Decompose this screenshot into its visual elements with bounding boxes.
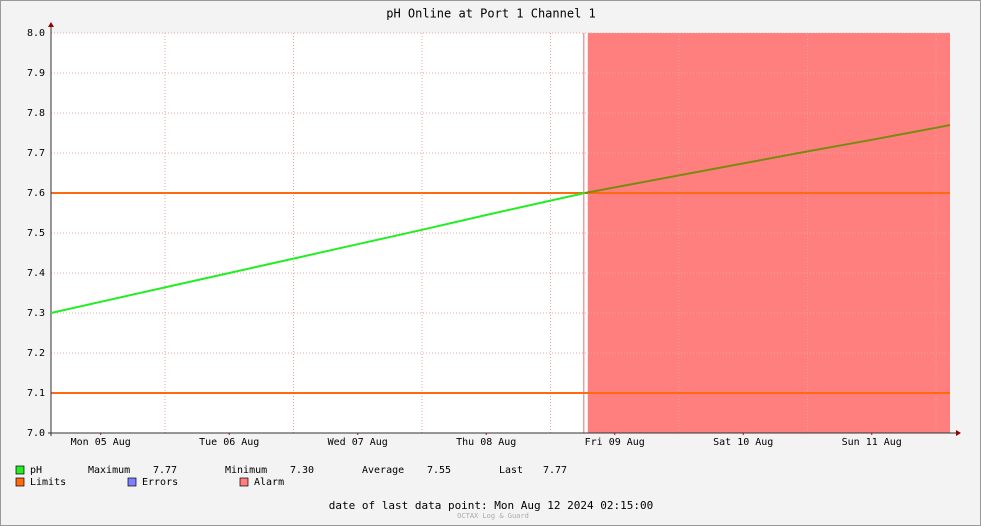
stat-label: Average [362,465,404,476]
y-tick-label: 7.3 [27,308,45,319]
y-tick-label: 7.6 [27,188,45,199]
x-tick-label: Sun 11 Aug [842,437,902,448]
data-line [50,192,586,314]
y-tick-label: 7.0 [27,428,45,439]
x-tick-label: Fri 09 Aug [585,437,645,448]
x-tick-label: Thu 08 Aug [456,437,516,448]
axis-arrow [48,22,54,27]
legend-swatch [15,477,25,487]
legend-label: Alarm [254,477,284,488]
x-tick-label: Tue 06 Aug [199,437,259,448]
y-tick-label: 7.5 [27,228,45,239]
chart-title: pH Online at Port 1 Channel 1 [386,7,596,21]
y-tick-label: 7.4 [27,268,45,279]
stat-value: 7.77 [543,465,567,476]
y-tick-label: 7.8 [27,108,45,119]
axis-arrow [956,430,961,436]
y-tick-label: 8.0 [27,28,45,39]
stat-label: Last [499,465,523,476]
stat-label: Maximum [88,465,130,476]
footer: date of last data point: Mon Aug 12 2024… [329,499,654,512]
x-tick-label: Wed 07 Aug [328,437,388,448]
legend-swatch [15,465,25,475]
y-tick-label: 7.2 [27,348,45,359]
legend-label: pH [30,465,42,476]
y-tick-label: 7.9 [27,68,45,79]
stat-value: 7.30 [290,465,314,476]
legend-label: Limits [30,477,66,488]
stat-value: 7.55 [427,465,451,476]
x-tick-label: Sat 10 Aug [713,437,773,448]
y-tick-label: 7.7 [27,148,45,159]
stat-value: 7.77 [153,465,177,476]
legend-swatch [127,477,137,487]
stat-label: Minimum [225,465,267,476]
y-tick-label: 7.1 [27,388,45,399]
legend-label: Errors [142,477,178,488]
data-line [584,124,951,194]
watermark: OCTAX Log & Guard [457,512,529,520]
legend-swatch [239,477,249,487]
x-tick-label: Mon 05 Aug [71,437,131,448]
